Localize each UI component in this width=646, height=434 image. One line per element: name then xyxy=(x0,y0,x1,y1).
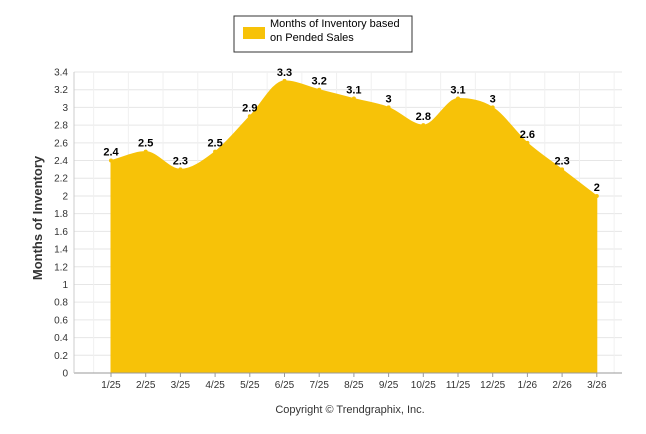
data-point xyxy=(594,193,599,198)
data-point xyxy=(247,114,252,119)
area-series xyxy=(109,78,599,374)
data-point xyxy=(386,105,391,110)
data-label: 2.5 xyxy=(138,138,153,150)
data-label: 2.9 xyxy=(242,102,257,114)
x-tick-label: 7/25 xyxy=(309,380,329,391)
x-tick-labels: 1/25 2/25 3/25 4/25 5/25 6/25 7/25 8/25 9/25 10/2… xyxy=(101,380,607,391)
y-tick-label: 0 xyxy=(62,369,68,380)
y-tick-label: 2.6 xyxy=(54,138,68,149)
legend-label-line-1: Months of Inventory based xyxy=(270,18,400,30)
y-tick-labels: 0 0.2 0.4 0.6 0.8 1 1.2 1.4 1.6 1.8 2 2.2 2.4 2.6 2.8 3… xyxy=(54,68,68,380)
legend-swatch xyxy=(243,27,265,39)
x-tick-label: 3/26 xyxy=(587,380,607,391)
data-label: 3.2 xyxy=(312,76,327,88)
data-label: 2.4 xyxy=(103,147,119,159)
data-label: 3 xyxy=(386,93,392,105)
data-label: 2.3 xyxy=(554,155,569,167)
x-tick-label: 1/25 xyxy=(101,380,121,391)
x-tick-label: 5/25 xyxy=(240,380,260,391)
x-tick-label: 12/25 xyxy=(480,380,505,391)
chart-legend: Months of Inventory based on Pended Sale… xyxy=(233,15,413,53)
x-tick-label: 3/25 xyxy=(171,380,191,391)
y-axis-title: Months of Inventory xyxy=(30,155,45,280)
data-point xyxy=(490,105,495,110)
data-point xyxy=(143,149,148,154)
x-tick-label: 2/25 xyxy=(136,380,156,391)
data-label: 2.6 xyxy=(520,129,535,141)
data-point xyxy=(560,167,565,172)
y-tick-label: 2.4 xyxy=(54,156,68,167)
y-tick-label: 3.4 xyxy=(54,68,68,79)
data-point xyxy=(109,158,113,163)
data-label: 2.5 xyxy=(207,138,222,150)
y-tick-label: 0.8 xyxy=(54,298,68,309)
data-label: 3.1 xyxy=(346,85,361,97)
x-tick-label: 2/26 xyxy=(552,380,572,391)
y-tick-label: 0.6 xyxy=(54,315,68,326)
x-tick-label: 10/25 xyxy=(411,380,436,391)
data-label: 3.1 xyxy=(450,85,465,97)
data-point xyxy=(525,140,530,145)
x-tick-label: 4/25 xyxy=(205,380,225,391)
data-point xyxy=(282,78,287,83)
data-point xyxy=(351,96,356,101)
data-point xyxy=(317,87,322,92)
copyright-footer: Copyright © Trendgraphix, Inc. xyxy=(275,404,424,416)
data-point xyxy=(213,149,218,154)
y-tick-label: 1 xyxy=(62,280,68,291)
x-tick-label: 11/25 xyxy=(446,380,471,391)
y-tick-label: 2.2 xyxy=(54,174,68,185)
y-tick-label: 0.2 xyxy=(54,351,68,362)
data-label: 2 xyxy=(594,182,600,194)
data-point xyxy=(421,123,426,128)
x-tick-label: 6/25 xyxy=(275,380,295,391)
y-tick-label: 1.2 xyxy=(54,262,68,273)
data-label: 3 xyxy=(490,93,496,105)
x-tick-label: 9/25 xyxy=(379,380,399,391)
x-tick-label: 1/26 xyxy=(518,380,538,391)
y-tick-label: 1.4 xyxy=(54,245,68,256)
y-tick-label: 1.6 xyxy=(54,227,68,238)
y-tick-label: 1.8 xyxy=(54,209,68,220)
data-label: 3.3 xyxy=(277,67,292,79)
y-tick-label: 2 xyxy=(62,191,68,202)
data-labels: 2.4 2.5 2.3 2.5 2.9 3.3 3.2 3.1 3 2.8 3.1 3 2.6 2.3 2 xyxy=(103,67,600,194)
data-point xyxy=(178,167,183,172)
legend-label-line-2: on Pended Sales xyxy=(270,32,354,44)
y-tick-label: 3.2 xyxy=(54,85,68,96)
y-tick-label: 2.8 xyxy=(54,121,68,132)
axes xyxy=(73,72,622,377)
y-tick-label: 0.4 xyxy=(54,333,68,344)
data-label: 2.3 xyxy=(173,155,188,167)
x-tick-label: 8/25 xyxy=(344,380,364,391)
data-point xyxy=(456,96,460,101)
y-tick-label: 3 xyxy=(62,103,68,114)
data-label: 2.8 xyxy=(416,111,431,123)
